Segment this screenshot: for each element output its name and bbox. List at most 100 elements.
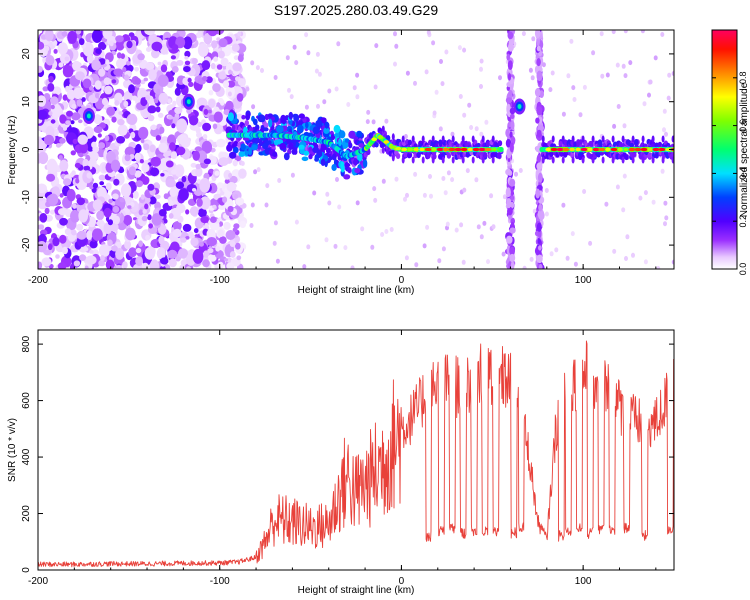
spectrogram-cell [327,200,332,206]
spectrogram-cell [518,168,523,173]
spectrogram-cell [333,243,338,249]
spectrogram-cell [62,125,68,131]
spectrogram-cell [39,213,48,223]
spectrogram-cell [171,66,179,73]
spectrogram-cell [58,62,64,68]
spectrogram-cell [326,147,331,154]
spectrogram-cell [312,190,317,196]
spectrogram-cell [448,147,456,152]
spectrogram-cell [108,198,113,204]
spectrogram-cell [582,84,587,90]
spectrogram-cell [181,176,187,183]
spectrogram-cell [59,217,68,226]
spectrogram-cell [66,188,76,202]
spectrogram-cell [565,255,570,261]
spectrogram-cell [210,62,216,70]
spectrogram-cell [479,66,483,72]
spectrogram-cell [144,203,149,210]
spectrogram-cell [611,30,616,35]
spectrogram-cell [538,172,543,183]
spectrogram-cell [92,228,103,241]
spectrogram-cell [505,168,512,176]
spectrogram-cell [248,147,253,156]
spectrogram-cell [138,126,149,140]
spectrogram-cell [370,244,375,250]
spectrogram-cell [306,244,311,250]
spectrogram-cell [123,91,133,103]
spectrogram-cell [366,109,371,115]
spectrogram-cell [184,50,191,58]
spectrogram-cell [343,174,351,180]
spectrogram-cell [353,158,358,166]
spectrogram-cell [419,147,425,152]
spectrogram-cell [581,156,585,164]
spectrogram-cell [75,177,80,184]
spectrogram-cell [77,134,88,145]
spectrogram-cell [506,198,512,209]
spectrogram-cell [572,97,577,102]
spectrogram-cell [384,118,389,124]
spectrogram-cell [65,120,71,125]
spectrogram-cell [381,125,385,133]
spectrogram-cell [666,95,671,101]
spectrogram-cell [82,78,92,89]
spectrogram-cell [628,147,636,152]
spectrogram-cell [147,105,157,114]
spectrogram-cell [615,62,620,68]
spectrogram-cell [647,92,651,98]
spectrogram-cell [233,146,239,154]
spectrogram-cell [53,48,58,54]
spectrogram-cell [62,65,74,78]
spectrogram-cell [275,258,280,264]
spectrogram-cell [604,201,609,207]
spectrogram-cell [508,38,514,46]
spectrogram-cell [128,166,136,176]
spectrogram-cell [314,68,319,74]
spectrogram-cell [530,75,535,81]
spectrogram-cell [491,156,495,164]
spectrogram-cell [573,261,578,267]
spectrogram-cell [315,119,323,128]
spectrogram-cell [134,77,141,85]
spectrogram-cell [535,188,541,199]
spectrogram-cell [647,147,653,152]
spectrogram-cell [245,86,250,92]
spectrogram-cell [52,237,60,247]
spectrogram-xtick-label: 100 [575,275,592,286]
spectrogram-cell [104,135,110,142]
spectrogram-cell [124,74,130,81]
spectrogram-cell [86,172,93,179]
spectrogram-cell [144,30,156,36]
spectrogram-cell [46,173,56,182]
spectrogram-cell [358,143,364,148]
colorbar-tick-label: 0.4 [738,167,748,180]
spectrogram-cell [621,135,625,143]
spectrogram-cell [200,216,209,224]
spectrogram-cell [605,147,611,152]
spectrogram-cell [38,138,45,150]
spectrogram-cell [413,80,417,86]
spectrogram-cell [216,37,221,42]
spectrogram-cell [225,230,236,240]
spectrogram-cell [64,228,72,236]
spectrogram-cell [324,121,329,129]
spectrogram-cell [441,135,445,143]
spectrogram-cell [208,90,214,96]
spectrogram-cell [556,147,564,152]
spectrogram-cell [534,30,541,39]
spectrogram-cell [522,265,527,269]
spectrogram-cell [510,113,515,119]
spectrogram-cell [91,30,103,43]
spectrogram-cell [642,101,647,107]
spectrogram-cell [155,135,162,141]
spectrogram-cell [115,35,124,43]
spectrogram-cell [599,31,604,37]
spectrogram-cell [222,196,228,203]
snr-ytick-label: 600 [21,392,32,409]
spectrogram-cell [507,31,514,40]
spectrogram-cell [86,230,94,240]
spectrogram-cell [571,135,575,143]
spectrogram-cell [76,230,87,240]
spectrogram-cell [308,146,313,152]
spectrogram-cell [176,203,186,214]
